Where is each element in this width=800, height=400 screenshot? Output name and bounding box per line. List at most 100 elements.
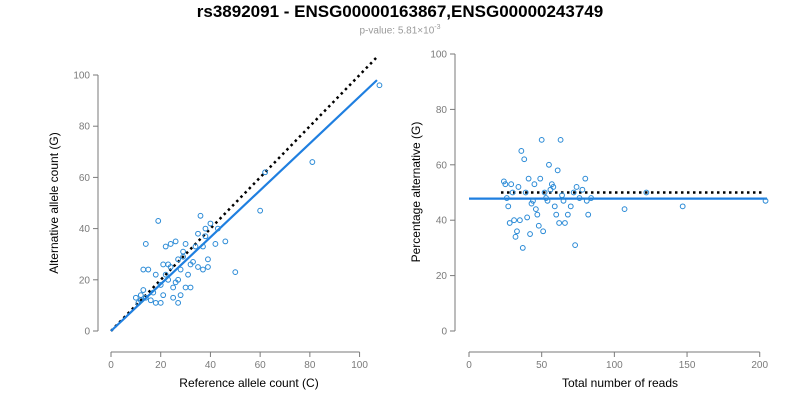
p-value-exponent: -3 <box>434 24 441 31</box>
plot0-data-point <box>147 297 154 304</box>
plot0-data-point <box>200 243 206 250</box>
plot1-data-point <box>588 195 595 201</box>
plot0-y-tick-label: 80 <box>79 122 91 133</box>
plot1-data-point <box>508 181 515 188</box>
plot0-data-point <box>182 241 189 247</box>
plot0-data-point <box>142 241 149 247</box>
plot1-data-point <box>516 217 523 224</box>
plot0-data-point <box>197 212 204 219</box>
plot1-data-point <box>527 231 533 237</box>
plot1-data-point <box>538 136 545 143</box>
plot0-data-point <box>167 241 174 247</box>
plot1-data-point <box>583 197 590 204</box>
plot1-data-point <box>560 197 567 204</box>
plot1-y-tick-label: 40 <box>436 216 448 227</box>
plot0-y-tick-label: 100 <box>73 71 90 82</box>
plot0-data-point <box>162 271 169 278</box>
plot0-y-axis-title: Alternative allele count (G) <box>47 132 61 273</box>
plot0-data-point <box>145 266 152 273</box>
plot1-data-point <box>522 189 529 196</box>
plot0-y-tick-label: 20 <box>79 275 91 286</box>
plot0-data-point <box>137 292 144 299</box>
plot0-data-point <box>182 284 189 291</box>
plot1-data-point <box>579 186 586 193</box>
plot1-y-tick-label: 100 <box>430 50 447 61</box>
plot1-data-point <box>621 206 628 213</box>
plot1-data-point <box>582 175 589 182</box>
plot1-data-point <box>525 175 532 182</box>
plot0-data-point <box>309 159 316 165</box>
plot1-data-point <box>537 175 544 182</box>
plot0-data-point <box>195 264 201 270</box>
plot1-data-point <box>502 181 509 188</box>
plot0-x-tick-label: 100 <box>351 360 368 371</box>
plot0-data-point <box>376 82 383 89</box>
plot0-data-point <box>167 264 174 270</box>
plot0-data-point <box>170 284 177 291</box>
plot1-x-axis-title: Total number of reads <box>562 376 678 390</box>
plot1-x-tick-label: 100 <box>606 360 623 371</box>
plot1-data-point <box>559 192 565 199</box>
plot1-y-tick-label: 60 <box>436 160 448 171</box>
plot1-data-point <box>551 203 558 210</box>
plot0-data-point <box>175 276 182 283</box>
left-scatter-plot: 0 20 40 60 80 100 0 20 40 60 80 100 Reference allele… <box>47 56 383 390</box>
plot1-data-point <box>505 203 512 210</box>
plot1-data-point <box>511 217 517 224</box>
plot1-data-point <box>576 195 583 201</box>
plot0-x-tick-label: 20 <box>155 360 167 371</box>
plot0-x-axis-title: Reference allele count (C) <box>179 376 318 390</box>
plot1-data-point <box>567 203 574 210</box>
plot1-data-point <box>546 161 552 168</box>
plot1-data-point <box>544 197 551 204</box>
plot0-data-point <box>140 287 147 293</box>
plot1-data-point <box>500 178 507 185</box>
plot1-y-tick-label: 0 <box>441 327 447 338</box>
plot1-y-axis-title: Percentage alternative (G) <box>409 122 423 263</box>
plot1-data-point <box>762 197 769 204</box>
plot1-x-tick-label: 200 <box>751 360 768 371</box>
p-value-text: p-value: 5.81×10 <box>359 25 435 37</box>
plot0-data-point <box>175 256 182 263</box>
plot1-data-point <box>573 184 580 190</box>
plot1-x-tick-label: 0 <box>466 360 472 371</box>
plot1-y-tick-label: 80 <box>436 105 448 116</box>
plot1-data-point <box>509 189 516 196</box>
plot1-data-point <box>528 200 535 207</box>
plot1-data-point <box>506 220 513 226</box>
plot0-data-point <box>205 264 211 270</box>
plot1-data-point <box>556 220 563 226</box>
plot0-reference-line <box>110 56 378 332</box>
plot0-data-point <box>140 266 147 273</box>
plot1-data-point <box>572 242 579 249</box>
plot1-data-point <box>570 189 577 196</box>
plot0-data-point <box>162 243 169 250</box>
plot0-data-point <box>222 238 229 245</box>
plot1-data-point <box>557 136 564 143</box>
plot0-data-point <box>262 169 269 176</box>
plot0-data-point <box>190 258 196 265</box>
plot1-data-point <box>524 214 531 221</box>
plot0-data-point <box>187 284 194 291</box>
plot1-data-point <box>535 222 542 229</box>
plot0-data-point <box>192 243 199 250</box>
plot1-data-point <box>540 228 547 235</box>
plot1-data-point <box>519 245 526 251</box>
plot1-data-point <box>532 206 539 213</box>
plot0-data-point <box>160 292 167 299</box>
plot1-x-tick-label: 150 <box>679 360 696 371</box>
plot0-data-point <box>155 218 162 224</box>
plot0-data-point <box>152 271 159 278</box>
plot1-data-point <box>643 189 650 196</box>
plot0-y-tick-label: 40 <box>79 224 91 235</box>
plot0-data-point <box>202 225 209 232</box>
plot0-data-point <box>132 294 139 301</box>
plot1-data-point <box>503 195 510 201</box>
plot1-data-point <box>531 181 538 188</box>
plot0-data-point <box>195 230 201 237</box>
plot0-data-point <box>207 220 214 227</box>
plot1-y-tick-label: 20 <box>436 271 448 282</box>
plot1-data-point <box>585 211 592 218</box>
plot0-x-tick-label: 0 <box>108 360 114 371</box>
